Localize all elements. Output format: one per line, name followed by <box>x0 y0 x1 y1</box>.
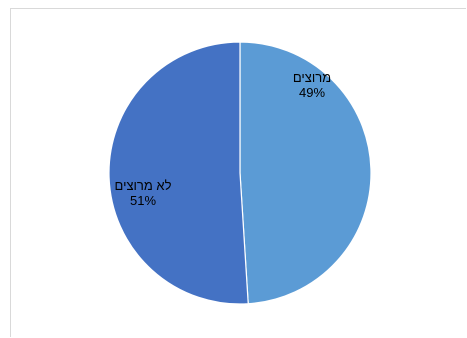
slice-value-label: 51% <box>130 193 156 208</box>
slice-value-label: 49% <box>299 85 325 100</box>
pie-slice <box>239 41 372 305</box>
slice-label: מרוצים <box>293 70 331 85</box>
slice-label: לא מרוצים <box>115 178 172 193</box>
pie-slices <box>108 41 372 305</box>
pie-slice <box>108 41 249 305</box>
